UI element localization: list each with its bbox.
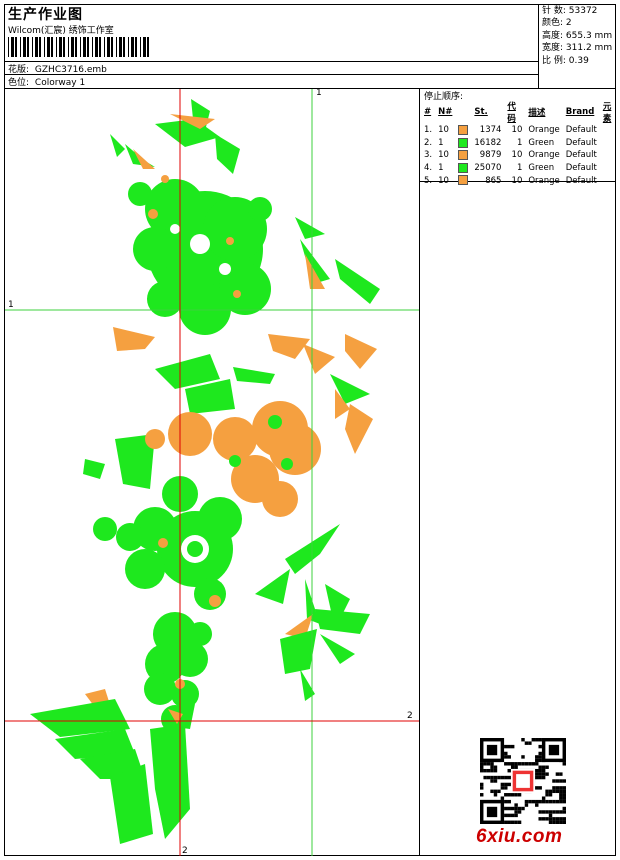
col-element: 元素: [602, 102, 612, 124]
panel-divider-v: [419, 88, 420, 856]
table-row: 5. 10 865 10 Orange Default: [424, 175, 597, 186]
design-stats: 针 数: 53372 颜色: 2 高度: 655.3 mm 宽度: 311.2 …: [542, 5, 612, 67]
colorway-value: Colorway 1: [34, 78, 86, 88]
stop-table-header: # N# St. 代码 描述 Brand 元素: [421, 100, 620, 124]
qr-code-icon: [480, 738, 566, 824]
pattern-value: GZHC3716.emb: [34, 65, 107, 75]
color-swatch: [458, 137, 469, 148]
color-swatch: [458, 125, 469, 136]
col-description: 描述: [528, 108, 546, 118]
stop-sequence-table: # N# St. 代码 描述 Brand 元素 1. 10 1374 10 Oran…: [421, 100, 620, 187]
stat-height: 高度: 655.3 mm: [542, 30, 613, 41]
info-divider-1: [4, 61, 538, 62]
colorway-label: 色位:: [8, 78, 30, 88]
pattern-label: 花版:: [8, 65, 30, 75]
guide-label-bottom: 2: [182, 846, 188, 856]
guide-label-left: 1: [8, 300, 14, 310]
color-swatch: [458, 162, 469, 173]
sheet-frame: [4, 4, 616, 856]
pattern-line: 花版: GZHC3716.emb: [8, 62, 107, 75]
guide-label-right: 2: [407, 711, 413, 721]
guide-label-top: 1: [316, 88, 322, 98]
table-row: 1. 10 1374 10 Orange Default: [424, 125, 597, 136]
col-index: #: [424, 107, 432, 117]
stat-width: 宽度: 311.2 mm: [542, 43, 613, 54]
embroidery-motif: [30, 99, 380, 844]
col-swatch: [455, 100, 471, 124]
header-divider-v: [538, 4, 539, 89]
studio-subtitle: Wilcom(汇宸) 绣饰工作室: [8, 26, 114, 36]
stop-sequence-title: 停止顺序:: [424, 92, 464, 102]
table-row: 3. 10 9879 10 Orange Default: [424, 150, 597, 161]
embroidery-design-canvas: [5, 89, 419, 856]
stat-scale: 比 例: 0.39: [542, 55, 589, 66]
info-divider-2: [4, 74, 538, 75]
col-brand: Brand: [565, 107, 595, 117]
col-needle: N#: [438, 107, 453, 117]
page-title: 生产作业图: [8, 7, 83, 23]
stat-stitches: 针 数: 53372: [542, 6, 598, 16]
barcode-icon: [8, 37, 149, 57]
color-swatch: [458, 175, 469, 186]
color-swatch: [458, 150, 469, 161]
site-logo: 6xiu.com: [476, 826, 563, 847]
stat-colors: 颜色: 2: [542, 18, 572, 29]
colorway-line: 色位: Colorway 1: [8, 75, 85, 88]
col-stitches: St.: [474, 107, 488, 117]
header-divider-h: [4, 88, 616, 89]
col-code: 代码: [507, 102, 516, 124]
table-row: 2. 1 16182 1 Green Default: [424, 137, 597, 148]
table-row: 4. 1 25070 1 Green Default: [424, 162, 597, 174]
stops-divider: [419, 181, 616, 182]
